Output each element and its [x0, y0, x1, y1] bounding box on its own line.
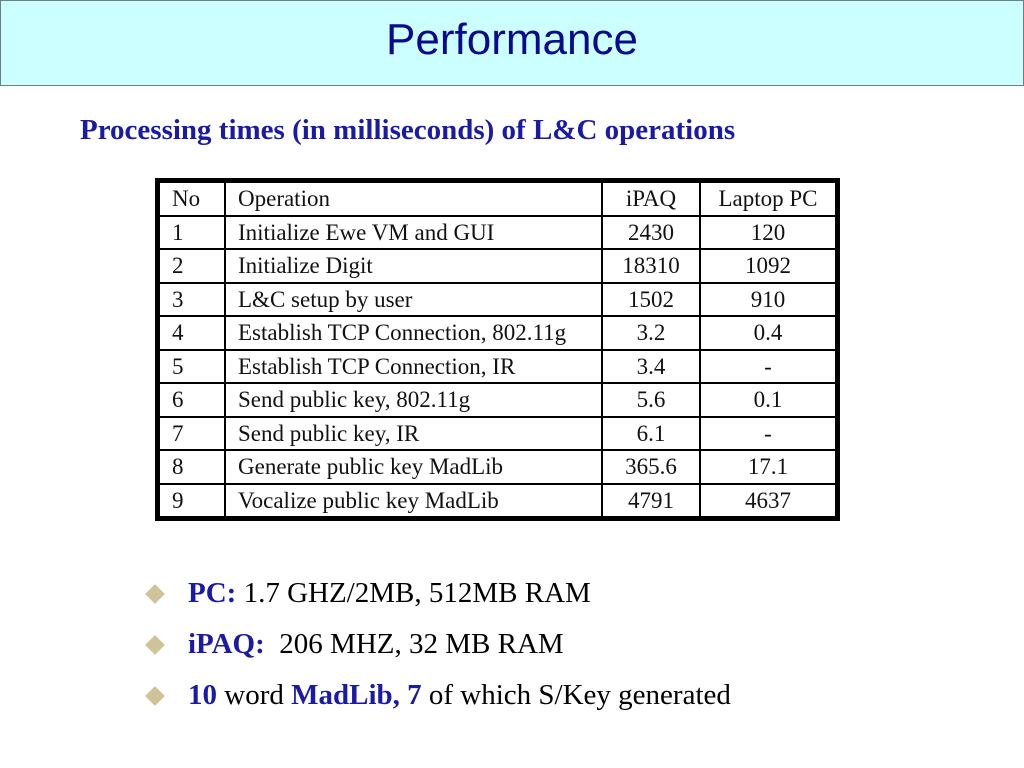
performance-table: No Operation iPAQ Laptop PC 1 Initialize…	[158, 181, 837, 518]
cell-laptop-pc: 120	[699, 214, 837, 250]
table-row: 5 Establish TCP Connection, IR 3.4 -	[158, 348, 837, 384]
bullet-madlib: 10 word MadLib, 7 of which S/Key generat…	[144, 670, 731, 721]
cell-ipaq: 6.1	[601, 415, 701, 451]
bullet-label: PC:	[188, 577, 237, 609]
cell-laptop-pc: -	[699, 415, 837, 451]
bullet-list: PC: 1.7 GHZ/2MB, 512MB RAM iPAQ: 206 MHZ…	[144, 568, 731, 721]
bullet-label: iPAQ:	[188, 628, 265, 660]
cell-ipaq: 365.6	[601, 449, 701, 485]
cell-laptop-pc: 4637	[699, 482, 837, 518]
cell-laptop-pc: 0.1	[699, 382, 837, 418]
bullet-text: of which S/Key generated	[421, 679, 731, 711]
table-row: 4 Establish TCP Connection, 802.11g 3.2 …	[158, 315, 837, 351]
table-row: 2 Initialize Digit 18310 1092	[158, 248, 837, 284]
bullet-number: 10	[188, 679, 217, 711]
cell-operation: Send public key, 802.11g	[224, 382, 603, 418]
diamond-bullet-icon	[145, 583, 165, 604]
cell-no: 6	[158, 382, 226, 418]
cell-no: 7	[158, 415, 226, 451]
cell-ipaq: 18310	[601, 248, 701, 284]
table-row: 9 Vocalize public key MadLib 4791 4637	[158, 482, 837, 518]
bullet-pc-spec: PC: 1.7 GHZ/2MB, 512MB RAM	[144, 568, 731, 619]
cell-ipaq: 3.4	[601, 348, 701, 384]
bullet-madlib-label: MadLib, 7	[291, 679, 422, 711]
cell-no: 3	[158, 281, 226, 317]
cell-ipaq: 3.2	[601, 315, 701, 351]
slide-subtitle: Processing times (in milliseconds) of L&…	[80, 114, 736, 146]
cell-operation: Generate public key MadLib	[224, 449, 603, 485]
cell-no: 1	[158, 214, 226, 250]
bullet-ipaq-spec: iPAQ: 206 MHZ, 32 MB RAM	[144, 619, 731, 670]
header-operation: Operation	[224, 181, 603, 217]
cell-operation: Establish TCP Connection, 802.11g	[224, 315, 603, 351]
diamond-bullet-icon	[145, 634, 165, 655]
table-row: 1 Initialize Ewe VM and GUI 2430 120	[158, 214, 837, 250]
cell-ipaq: 4791	[601, 482, 701, 518]
slide-title: Performance	[386, 15, 638, 64]
diamond-bullet-icon	[145, 685, 165, 706]
table-header-row: No Operation iPAQ Laptop PC	[158, 181, 837, 217]
cell-operation: Establish TCP Connection, IR	[224, 348, 603, 384]
table-row: 3 L&C setup by user 1502 910	[158, 281, 837, 317]
cell-operation: Initialize Digit	[224, 248, 603, 284]
cell-operation: L&C setup by user	[224, 281, 603, 317]
table-row: 8 Generate public key MadLib 365.6 17.1	[158, 449, 837, 485]
cell-operation: Vocalize public key MadLib	[224, 482, 603, 518]
cell-ipaq: 1502	[601, 281, 701, 317]
performance-table-frame: No Operation iPAQ Laptop PC 1 Initialize…	[155, 178, 840, 521]
cell-laptop-pc: 0.4	[699, 315, 837, 351]
cell-laptop-pc: 17.1	[699, 449, 837, 485]
cell-no: 4	[158, 315, 226, 351]
cell-operation: Initialize Ewe VM and GUI	[224, 214, 603, 250]
cell-ipaq: 2430	[601, 214, 701, 250]
bullet-text: 1.7 GHZ/2MB, 512MB RAM	[236, 577, 591, 609]
header-no: No	[158, 181, 226, 217]
title-bar: Performance	[0, 0, 1024, 86]
bullet-text: word	[217, 679, 292, 711]
table-row: 6 Send public key, 802.11g 5.6 0.1	[158, 382, 837, 418]
cell-operation: Send public key, IR	[224, 415, 603, 451]
cell-ipaq: 5.6	[601, 382, 701, 418]
bullet-text: 206 MHZ, 32 MB RAM	[264, 628, 564, 660]
cell-no: 9	[158, 482, 226, 518]
header-laptop-pc: Laptop PC	[699, 181, 837, 217]
cell-laptop-pc: 1092	[699, 248, 837, 284]
table-row: 7 Send public key, IR 6.1 -	[158, 415, 837, 451]
cell-laptop-pc: -	[699, 348, 837, 384]
cell-no: 8	[158, 449, 226, 485]
cell-no: 2	[158, 248, 226, 284]
cell-no: 5	[158, 348, 226, 384]
cell-laptop-pc: 910	[699, 281, 837, 317]
header-ipaq: iPAQ	[601, 181, 701, 217]
